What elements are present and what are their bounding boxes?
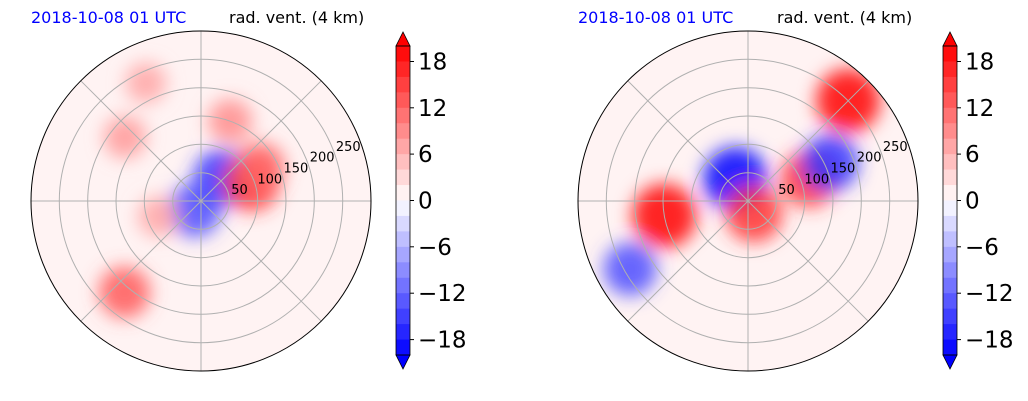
right-radial-tick-label: 50 — [778, 183, 795, 198]
left-angular-gridline — [80, 80, 202, 202]
left-colorbar-band — [396, 61, 410, 78]
left-radial-tick-label: 50 — [231, 183, 248, 198]
right-colorbar-extend-max — [942, 31, 958, 47]
left-colorbar-band — [396, 246, 410, 263]
right-colorbar-band — [943, 277, 957, 294]
right-colorbar-tick-label: 0 — [965, 189, 980, 215]
left-colorbar-band — [396, 215, 410, 232]
left-colorbar-band — [396, 123, 410, 140]
right-colorbar-band — [943, 185, 957, 201]
left-colorbar-band — [396, 339, 410, 356]
right-colorbar-band — [943, 107, 957, 124]
left-colorbar-band — [396, 169, 410, 186]
left-colorbar-tick-label: 0 — [418, 189, 433, 215]
left-radial-tick-label: 200 — [310, 151, 335, 166]
right-panel-date-title: 2018-10-08 01 UTC — [578, 8, 734, 27]
right-colorbar-band — [943, 246, 957, 263]
right-colorbar-band — [943, 123, 957, 140]
right-colorbar-band — [943, 76, 957, 93]
right-colorbar: 18 12 6 0 −6 −12 −18 — [942, 31, 1014, 370]
left-panel-variable-title: rad. vent. (4 km) — [229, 8, 365, 27]
right-colorbar-band — [943, 293, 957, 310]
left-angular-gridline — [80, 200, 202, 322]
left-angular-gridline — [200, 80, 322, 202]
right-colorbar-tick-label: −6 — [965, 235, 999, 261]
right-colorbar-tick-label: 6 — [965, 142, 980, 168]
right-colorbar-extend-min — [942, 354, 958, 370]
left-radial-tick-label: 100 — [257, 172, 282, 187]
right-colorbar-band — [943, 92, 957, 109]
right-colorbar-band — [943, 308, 957, 325]
left-angular-gridline — [200, 200, 322, 322]
right-field-feature — [725, 185, 783, 243]
right-colorbar-tick-label: −18 — [965, 328, 1014, 354]
right-angular-gridline — [747, 200, 869, 322]
right-angular-gridline — [747, 80, 869, 202]
left-field-feature — [103, 116, 147, 159]
left-colorbar-tick-label: 18 — [418, 50, 447, 76]
left-colorbar-tick-label: −6 — [418, 235, 452, 261]
left-polar-boundary — [30, 30, 372, 372]
left-colorbar-tick-label: −18 — [418, 328, 467, 354]
right-colorbar-band — [943, 215, 957, 232]
left-field-feature — [167, 183, 222, 237]
left-colorbar-tick-label: 12 — [418, 96, 447, 122]
left-radial-tick-label: 250 — [336, 140, 361, 155]
right-colorbar-band — [943, 46, 957, 62]
left-field-feature — [98, 266, 151, 318]
right-colorbar-tick-label: 18 — [965, 50, 994, 76]
right-radial-tick-label: 150 — [831, 162, 856, 177]
left-radial-tick-label: 150 — [284, 162, 309, 177]
left-colorbar-band — [396, 76, 410, 93]
left-panel-date-title: 2018-10-08 01 UTC — [31, 8, 187, 27]
right-radial-tick-label: 200 — [857, 151, 882, 166]
right-colorbar-band — [943, 154, 957, 171]
right-radial-tick-label: 250 — [883, 140, 908, 155]
left-colorbar-band — [396, 231, 410, 248]
left-colorbar-band — [396, 308, 410, 325]
left-colorbar-band — [396, 277, 410, 294]
right-colorbar-band — [943, 169, 957, 186]
left-colorbar-tick-label: 6 — [418, 142, 433, 168]
right-colorbar-band — [943, 138, 957, 155]
left-colorbar: 18 12 6 0 −6 −12 −18 — [395, 31, 467, 370]
left-colorbar-band — [396, 200, 410, 217]
left-field-feature — [138, 196, 179, 237]
left-colorbar-band — [396, 154, 410, 171]
right-colorbar-band — [943, 324, 957, 341]
left-colorbar-band — [396, 138, 410, 155]
right-colorbar-band — [943, 200, 957, 217]
right-colorbar-tick-label: −12 — [965, 281, 1014, 307]
left-colorbar-band — [396, 293, 410, 310]
left-field-feature — [125, 62, 167, 104]
right-panel-variable-title: rad. vent. (4 km) — [777, 8, 913, 27]
left-colorbar-band — [396, 46, 410, 62]
left-colorbar-extend-max — [395, 31, 411, 47]
left-colorbar-band — [396, 92, 410, 109]
right-angular-gridline — [627, 200, 749, 322]
left-colorbar-band — [396, 262, 410, 279]
right-colorbar-tick-label: 12 — [965, 96, 994, 122]
left-colorbar-band — [396, 107, 410, 124]
right-radial-tick-label: 100 — [804, 172, 829, 187]
right-field-feature — [801, 134, 859, 192]
right-polar-boundary — [577, 30, 919, 372]
left-colorbar-tick-label: −12 — [418, 281, 467, 307]
right-colorbar-band — [943, 262, 957, 279]
left-colorbar-extend-min — [395, 354, 411, 370]
right-colorbar-band — [943, 339, 957, 356]
right-colorbar-band — [943, 61, 957, 78]
right-colorbar-band — [943, 231, 957, 248]
right-field-feature — [603, 242, 657, 296]
left-colorbar-band — [396, 324, 410, 341]
left-colorbar-band — [396, 185, 410, 201]
right-angular-gridline — [627, 80, 749, 202]
